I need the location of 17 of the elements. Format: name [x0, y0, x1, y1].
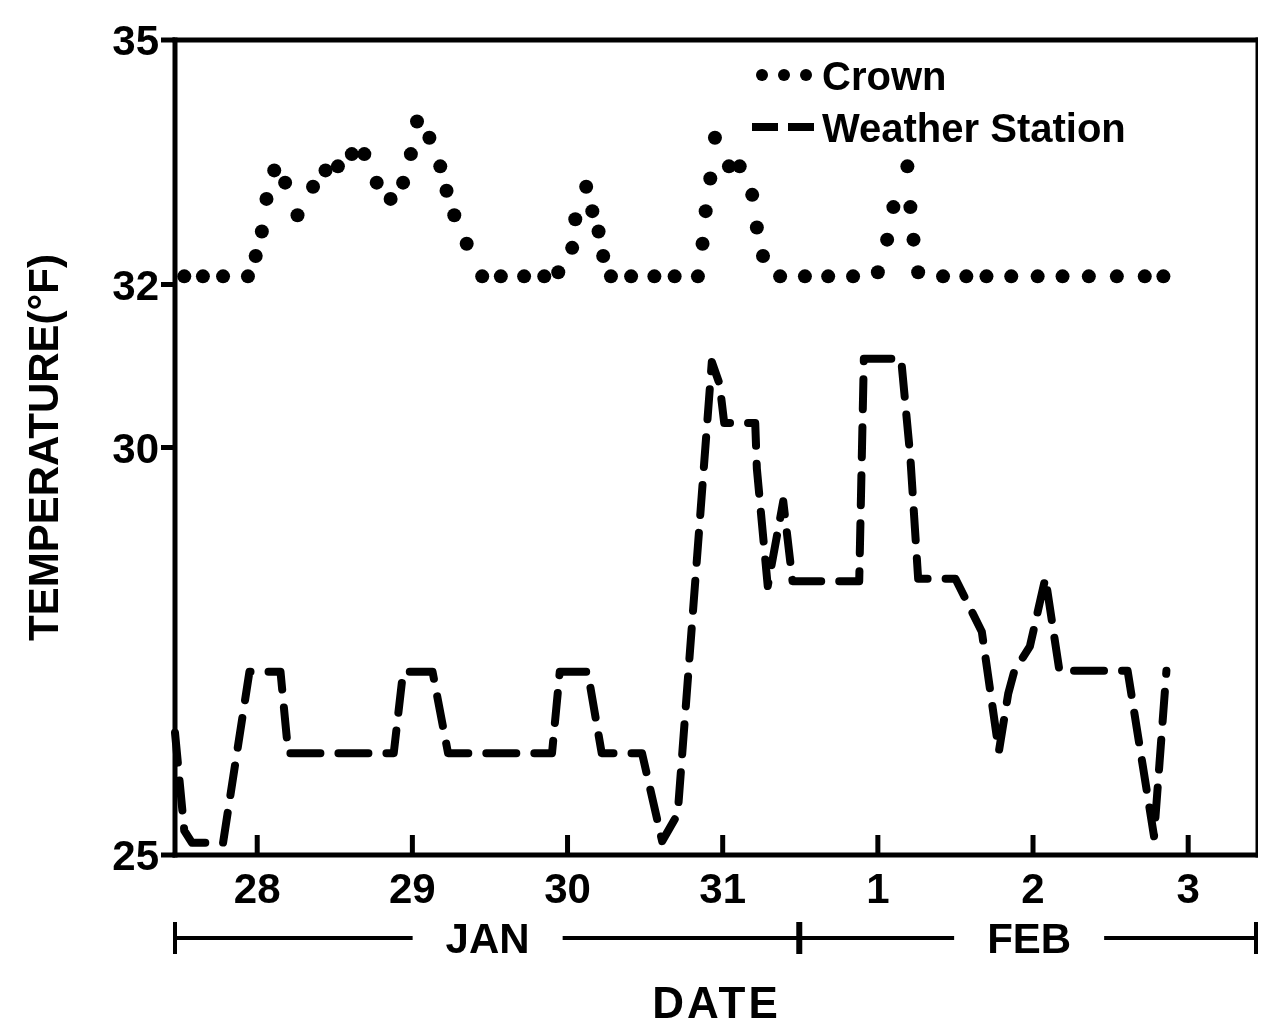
y-tick-label: 32: [112, 261, 159, 309]
x-axis-title: DATE: [652, 978, 781, 1027]
text: FEB: [987, 915, 1072, 962]
x-tick-label: 29: [389, 865, 436, 912]
legend-label: Crown: [822, 54, 947, 98]
x-tick-label: 28: [233, 865, 281, 912]
x-tick-label: 2: [1021, 865, 1045, 912]
x-tick-label: 30: [544, 865, 591, 912]
y-tick-label: 30: [112, 424, 159, 472]
y-tick-label: 25: [112, 832, 159, 879]
legend-label: Weather Station: [822, 106, 1126, 150]
x-tick-label: 3: [1176, 865, 1200, 912]
y-tick-label: 35: [112, 17, 159, 64]
x-tick-label: 1: [866, 865, 890, 912]
y-axis-title: TEMPERATURE(°F): [20, 254, 67, 641]
x-tick-label: 31: [699, 865, 747, 912]
text: JAN: [445, 915, 530, 962]
